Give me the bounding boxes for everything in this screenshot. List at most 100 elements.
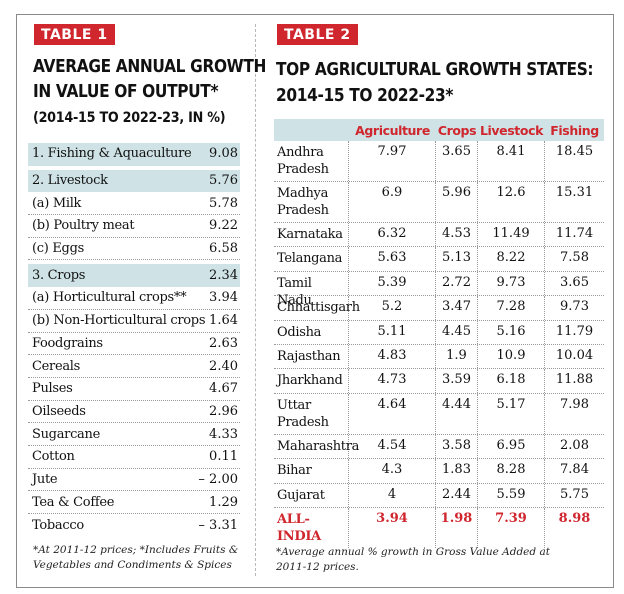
cell-livestock: 10.9 — [478, 344, 545, 369]
table-row: Jharkhand 4.73 3.59 6.18 11.88 — [274, 369, 604, 394]
cell-agriculture: 4.73 — [349, 369, 436, 393]
cell-crops: 3.58 — [436, 434, 478, 459]
table2-badge: TABLE 2 — [277, 24, 358, 45]
table-row: (a) Horticultural crops** 3.94 — [28, 287, 240, 310]
cell-crops: 4.44 — [436, 393, 478, 434]
cell-crops: 4.45 — [436, 320, 478, 344]
cell-agriculture: 4.3 — [349, 459, 436, 483]
cell-crops: 1.98 — [436, 507, 478, 548]
cell-crops: 3.59 — [436, 369, 478, 393]
table2-title-line2: 2014-15 TO 2022-23* — [276, 86, 454, 106]
cell-state: Tamil Nadu — [274, 271, 349, 308]
cell-crops: 5.13 — [436, 247, 478, 271]
cell-fishing: 15.31 — [555, 185, 594, 200]
table-row: Cereals 2.40 — [28, 355, 240, 378]
table-row: Rajasthan 4.83 1.9 10.9 10.04 — [274, 344, 604, 370]
cell-agriculture: 4 — [349, 483, 436, 507]
cell-fishing: 9.73 — [560, 299, 589, 315]
cell-state: Bihar — [274, 459, 349, 483]
table-row: (b) Poultry meat 9.22 — [28, 215, 240, 238]
table2-body: Andhra Pradesh 7.97 3.65 8.41 18.45 Madhya Pr… — [274, 141, 604, 508]
cell-agriculture: 4.83 — [349, 344, 436, 369]
table-row: 2. Livestock 5.76 — [28, 169, 240, 193]
cell-livestock: 11.49 — [478, 223, 545, 247]
footnote-line: *At 2011-12 prices; *Includes Fruits & — [33, 544, 239, 556]
cell-agriculture: 6.32 — [349, 223, 436, 247]
table-row: Karnataka 6.32 4.53 11.49 11.74 — [274, 223, 604, 248]
cell-fishing: 8.98 — [558, 510, 591, 526]
cell-crops: 3.47 — [436, 296, 478, 320]
cell-fishing: 7.84 — [560, 462, 589, 478]
cell-state: Chhattisgarh — [274, 296, 360, 320]
cell-fishing: 11.88 — [555, 372, 594, 388]
table-row: Foodgrains 2.63 — [28, 333, 240, 356]
cell-agriculture: 3.94 — [349, 507, 436, 548]
column-divider — [255, 24, 256, 576]
footnote-line: 2011-12 prices. — [276, 561, 359, 573]
infographic-frame — [16, 14, 614, 588]
cell-state: Jharkhand — [274, 369, 349, 393]
table-row: Pulses 4.67 — [28, 378, 240, 401]
table-row: (a) Milk 5.78 — [28, 192, 240, 216]
table-row: Jute – 2.00 — [28, 469, 240, 492]
footnote-line: Vegetables and Condiments & Spices — [33, 559, 232, 571]
cell-fishing: 11.79 — [555, 323, 594, 339]
cell-fishing: 7.58 — [560, 250, 589, 266]
table-header-row: Agriculture Crops Livestock Fishing — [274, 119, 604, 141]
table1-footnote: *At 2011-12 prices; *Includes Fruits & V… — [33, 543, 248, 573]
cell-state: Karnataka — [274, 223, 349, 247]
cell-crops: 5.96 — [436, 182, 478, 222]
table2-footnote: *Average annual % growth in Gross Value … — [276, 545, 576, 575]
header-fishing: Fishing — [550, 122, 599, 138]
table-row: Tea & Coffee 1.29 — [28, 491, 240, 514]
header-livestock: Livestock — [479, 122, 543, 138]
cell-livestock: 7.39 — [478, 507, 545, 548]
table-row: Telangana 5.63 5.13 8.22 7.58 — [274, 247, 604, 272]
cell-fishing: 5.75 — [560, 486, 589, 502]
cell-fishing: 3.65 — [560, 274, 589, 290]
cell-state: Odisha — [274, 320, 349, 344]
cell-livestock: 5.59 — [478, 483, 545, 507]
table-row: Tobacco – 3.31 — [32, 517, 238, 533]
table-row: Andhra Pradesh 7.97 3.65 8.41 18.45 — [274, 141, 604, 182]
footnote-line: *Average annual % growth in Gross Value … — [276, 546, 550, 558]
cell-state: Andhra Pradesh — [274, 141, 349, 181]
cell-agriculture: 5.39 — [349, 271, 436, 296]
cell-state: Gujarat — [274, 483, 349, 507]
table-row: Madhya Pradesh 6.9 5.96 12.6 15.31 — [274, 182, 604, 223]
cell-livestock: 5.16 — [478, 320, 545, 344]
table-row-total: ALL-INDIA 3.94 1.98 7.39 8.98 — [274, 507, 604, 548]
cell-crops: 1.9 — [436, 344, 478, 369]
table-row: Gujarat 4 2.44 5.59 5.75 — [274, 483, 604, 508]
header-crops: Crops — [437, 122, 477, 138]
cell-agriculture: 4.64 — [349, 393, 436, 434]
table1-badge: TABLE 1 — [34, 24, 115, 45]
cell-crops: 2.44 — [436, 483, 478, 507]
table2-title-line1: TOP AGRICULTURAL GROWTH STATES: — [276, 60, 594, 80]
cell-livestock: 6.95 — [478, 434, 545, 459]
cell-crops: 4.53 — [436, 223, 478, 247]
table-row: Cotton 0.11 — [28, 446, 240, 469]
table2: Agriculture Crops Livestock Fishing Andh… — [274, 119, 604, 548]
table-row: Oilseeds 2.96 — [28, 401, 240, 424]
table-row: Odisha 5.11 4.45 5.16 11.79 — [274, 320, 604, 345]
cell-agriculture: 7.97 — [349, 141, 436, 181]
cell-fishing: 18.45 — [555, 144, 594, 159]
table1: 1. Fishing & Aquaculture 9.08 2. Livestoc… — [28, 143, 240, 537]
cell-agriculture: 5.2 — [349, 296, 436, 320]
cell-fishing: 11.74 — [555, 226, 594, 241]
table-row: Maharashtra 4.54 3.58 6.95 2.08 — [274, 434, 604, 460]
cell-crops: 3.65 — [436, 141, 478, 181]
table-row: 3. Crops 2.34 — [28, 264, 240, 288]
table-row: (b) Non-Horticultural crops 1.64 — [28, 310, 240, 333]
cell-state: Maharashtra — [274, 434, 359, 459]
table1-subtitle: (2014-15 TO 2022-23, IN %) — [33, 110, 226, 126]
table-row: Bihar 4.3 1.83 8.28 7.84 — [274, 459, 604, 484]
header-agriculture: Agriculture — [355, 122, 430, 138]
cell-agriculture: 6.9 — [349, 182, 436, 222]
cell-livestock: 8.22 — [478, 247, 545, 271]
cell-livestock: 12.6 — [478, 182, 545, 222]
table-row: Tamil Nadu 5.39 2.72 9.73 3.65 — [274, 271, 604, 308]
cell-state: Telangana — [274, 247, 349, 271]
cell-state: Madhya Pradesh — [274, 182, 349, 222]
